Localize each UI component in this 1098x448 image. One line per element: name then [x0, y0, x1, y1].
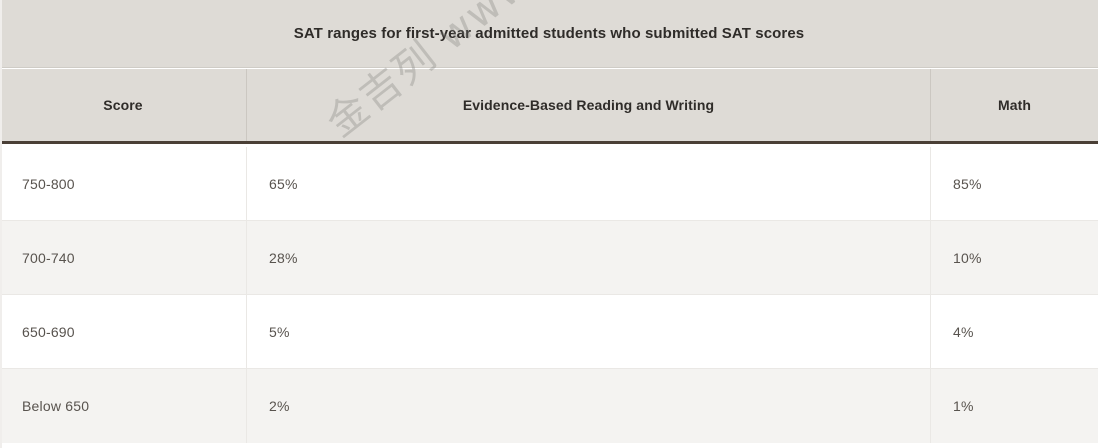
table-body: 750-800 65% 85% 700-740 28% 10% 650-690 …	[0, 147, 1098, 443]
table-row: Below 650 2% 1%	[0, 369, 1098, 443]
cell-erw: 2%	[246, 369, 930, 443]
cell-erw: 65%	[246, 147, 930, 220]
table-row: 750-800 65% 85%	[0, 147, 1098, 221]
page-title: SAT ranges for first-year admitted stude…	[293, 25, 805, 42]
table-row: 700-740 28% 10%	[0, 221, 1098, 295]
column-header-score[interactable]: Score	[103, 97, 143, 113]
cell-erw: 28%	[246, 221, 930, 294]
table-header-row: Score Evidence-Based Reading and Writing…	[0, 69, 1098, 144]
cell-score: 750-800	[22, 175, 75, 192]
cell-math: 10%	[930, 221, 1098, 294]
cell-math: 4%	[930, 295, 1098, 368]
cell-erw: 5%	[246, 295, 930, 368]
column-header-math[interactable]: Math	[930, 69, 1098, 141]
cell-score: 700-740	[22, 249, 75, 266]
table-row: 650-690 5% 4%	[0, 295, 1098, 369]
column-header-evidence-based-reading-and-writing[interactable]: Evidence-Based Reading and Writing	[246, 69, 930, 141]
cell-score: Below 650	[22, 398, 90, 414]
cell-score: 650-690	[22, 323, 75, 340]
cell-math: 1%	[930, 369, 1098, 443]
cell-math: 85%	[930, 147, 1098, 220]
table-title-band: SAT ranges for first-year admitted stude…	[0, 0, 1098, 68]
